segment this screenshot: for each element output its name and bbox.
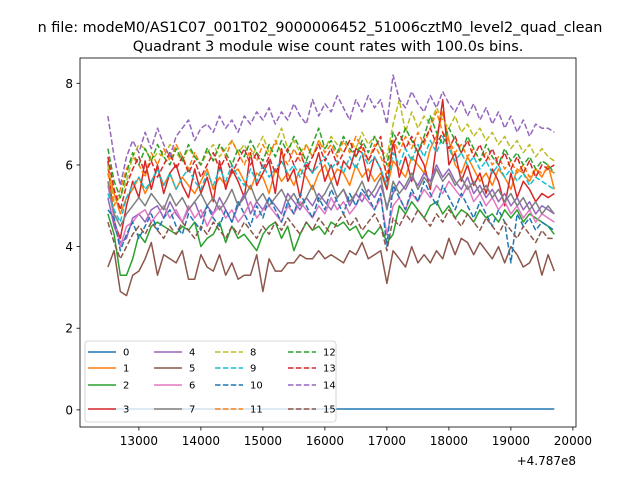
y-axis: 0 2 4 6 8 — [65, 77, 80, 417]
axes-frame — [79, 57, 577, 428]
y-tick-label: 8 — [65, 77, 73, 91]
x-tick-label: 16000 — [306, 434, 344, 448]
legend-label-14: 14 — [323, 381, 336, 392]
y-tick-label: 2 — [65, 322, 73, 336]
y-tick-label: 4 — [65, 240, 73, 254]
legend-label-2: 2 — [123, 381, 129, 392]
legend-label-1: 1 — [123, 364, 129, 375]
legend-label-6: 6 — [189, 381, 195, 392]
series-line-15 — [107, 209, 555, 260]
series-line-9 — [107, 135, 555, 223]
axes-title: Quadrant 3 module wise count rates with … — [133, 39, 524, 55]
x-axis: 13000 14000 15000 16000 17000 18000 19000 20000 — [120, 427, 592, 448]
x-tick-label: 17000 — [368, 434, 406, 448]
legend-label-3: 3 — [123, 405, 129, 416]
legend-label-8: 8 — [250, 348, 256, 359]
series-line-14 — [107, 74, 555, 187]
x-tick-label: 15000 — [244, 434, 282, 448]
legend-label-0: 0 — [123, 348, 129, 359]
x-tick-label: 14000 — [182, 434, 220, 448]
series-line-7 — [107, 168, 555, 227]
y-tick-label: 6 — [65, 158, 73, 172]
x-tick-label: 13000 — [120, 434, 158, 448]
x-tick-label: 20000 — [554, 434, 592, 448]
legend-label-9: 9 — [250, 364, 256, 375]
series-line-13 — [107, 127, 555, 211]
x-tick-label: 18000 — [430, 434, 468, 448]
series-layer — [107, 74, 556, 410]
series-line-5 — [107, 237, 556, 297]
legend-label-12: 12 — [323, 348, 336, 359]
legend-label-11: 11 — [250, 405, 263, 416]
series-line-10 — [107, 180, 555, 264]
legend-label-4: 4 — [189, 348, 195, 359]
legend-label-10: 10 — [250, 381, 263, 392]
legend-label-13: 13 — [323, 364, 336, 375]
legend-label-15: 15 — [323, 405, 336, 416]
x-tick-label: 19000 — [492, 434, 530, 448]
series-line-12 — [107, 115, 555, 199]
series-line-2 — [107, 200, 555, 276]
series-line-3 — [107, 98, 555, 240]
legend-label-5: 5 — [189, 364, 195, 375]
legend-frame — [84, 340, 337, 423]
x-offset-label: +4.787e8 — [517, 454, 576, 468]
legend-label-7: 7 — [189, 405, 195, 416]
figure-suptitle: n file: modeM0/AS1C07_001T02_9000006452_… — [38, 20, 603, 36]
y-tick-label: 0 — [65, 403, 73, 417]
